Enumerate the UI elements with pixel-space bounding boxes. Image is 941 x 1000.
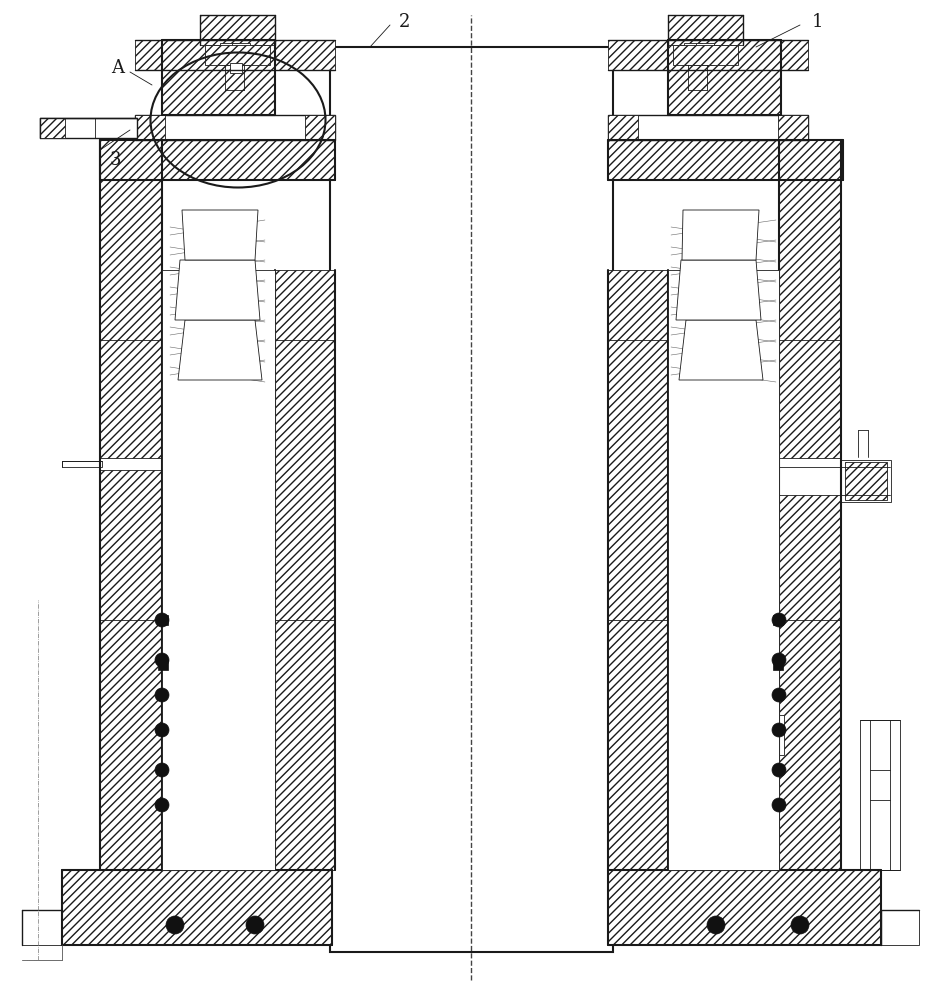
Bar — [275, 340, 335, 620]
Bar — [608, 40, 808, 70]
Bar — [22, 910, 62, 945]
Bar — [696, 43, 714, 65]
Bar — [185, 710, 265, 755]
Bar — [158, 660, 168, 670]
Bar — [230, 63, 242, 73]
Bar — [668, 40, 781, 115]
Text: 3: 3 — [109, 151, 120, 169]
Bar — [100, 140, 335, 180]
Bar — [40, 118, 137, 138]
Bar — [608, 115, 638, 140]
Bar — [608, 340, 668, 620]
Bar — [668, 270, 779, 870]
Bar — [135, 115, 165, 140]
Bar — [40, 118, 65, 138]
Bar — [779, 140, 841, 870]
Bar — [232, 43, 250, 65]
Bar — [779, 458, 841, 470]
Polygon shape — [175, 260, 260, 320]
Bar — [608, 115, 808, 140]
Bar — [608, 140, 843, 180]
Bar — [754, 635, 779, 655]
Bar — [185, 750, 265, 780]
Bar — [275, 270, 335, 870]
Bar — [779, 340, 841, 620]
Circle shape — [166, 916, 184, 934]
Bar — [62, 870, 332, 945]
Bar — [608, 870, 881, 945]
Circle shape — [155, 688, 169, 702]
Bar — [158, 615, 168, 625]
Bar — [185, 780, 265, 825]
Circle shape — [155, 723, 169, 737]
Circle shape — [707, 916, 725, 934]
Polygon shape — [165, 320, 272, 360]
Bar — [100, 140, 162, 870]
Bar — [754, 715, 784, 755]
Bar — [100, 458, 162, 470]
Polygon shape — [682, 210, 759, 260]
Bar — [668, 15, 743, 45]
Circle shape — [155, 798, 169, 812]
Bar — [668, 780, 748, 825]
Bar — [220, 43, 238, 65]
Text: A: A — [111, 59, 124, 77]
Circle shape — [772, 653, 786, 667]
Bar — [841, 460, 891, 502]
Circle shape — [772, 723, 786, 737]
Bar — [773, 660, 783, 670]
Bar — [881, 910, 919, 945]
Bar — [779, 467, 841, 495]
Bar — [162, 715, 192, 755]
Circle shape — [246, 916, 264, 934]
Polygon shape — [669, 320, 778, 360]
Circle shape — [155, 653, 169, 667]
Bar — [773, 615, 783, 625]
Circle shape — [772, 688, 786, 702]
Bar — [162, 690, 187, 715]
Circle shape — [772, 613, 786, 627]
Text: 1: 1 — [812, 13, 823, 31]
Bar — [684, 43, 702, 65]
Circle shape — [791, 916, 809, 934]
Bar — [62, 461, 102, 467]
Bar — [205, 45, 270, 65]
Bar — [135, 40, 335, 70]
Bar — [162, 635, 187, 655]
Bar — [673, 45, 738, 65]
Circle shape — [772, 763, 786, 777]
Bar — [100, 340, 162, 620]
Bar — [200, 15, 275, 45]
Bar — [608, 270, 668, 870]
Polygon shape — [669, 280, 778, 320]
Polygon shape — [178, 320, 262, 380]
Polygon shape — [679, 320, 763, 380]
Circle shape — [155, 763, 169, 777]
Bar — [162, 40, 275, 115]
Circle shape — [772, 798, 786, 812]
Bar — [860, 720, 900, 870]
Bar — [845, 462, 887, 500]
Bar — [305, 115, 335, 140]
Bar — [162, 270, 275, 870]
Polygon shape — [165, 280, 272, 320]
Polygon shape — [165, 360, 272, 400]
Bar — [668, 750, 748, 780]
Text: 2: 2 — [399, 13, 410, 31]
Bar — [330, 47, 613, 952]
Circle shape — [155, 613, 169, 627]
Bar — [754, 690, 779, 715]
Bar — [135, 115, 335, 140]
Polygon shape — [182, 210, 258, 260]
Polygon shape — [676, 260, 761, 320]
Bar — [778, 115, 808, 140]
Bar — [668, 710, 748, 755]
